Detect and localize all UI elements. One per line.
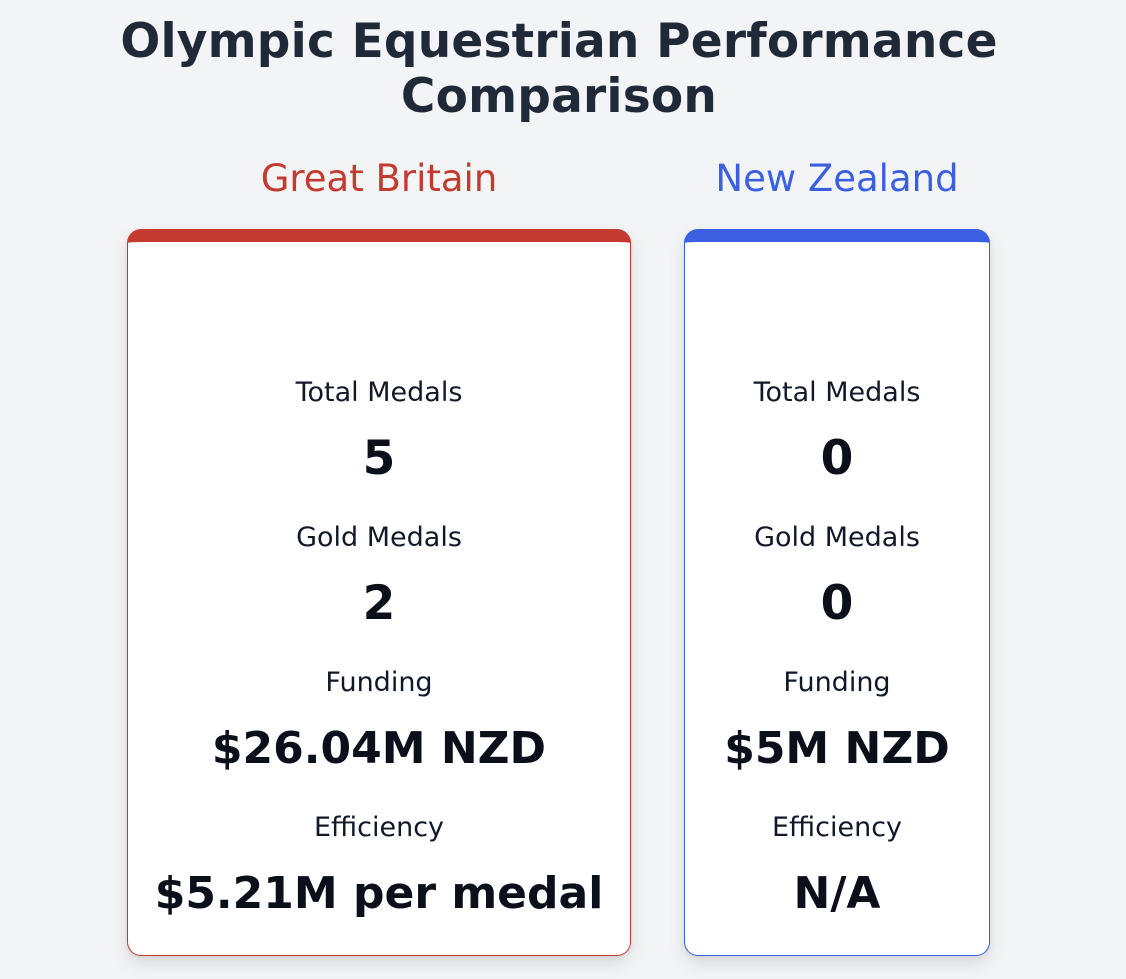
country-column-great-britain: Great Britain Total Medals 5 Gold Medals… bbox=[127, 152, 631, 956]
country-card-new-zealand: Total Medals 0 Gold Medals 0 Funding $5M… bbox=[684, 229, 990, 956]
stats-list: Total Medals 5 Gold Medals 2 Funding $26… bbox=[128, 370, 630, 950]
country-card-great-britain: Total Medals 5 Gold Medals 2 Funding $26… bbox=[127, 229, 631, 956]
total-medals-value: 0 bbox=[820, 431, 854, 486]
funding-label: Funding bbox=[325, 667, 433, 698]
efficiency-value: $5.21M per medal bbox=[154, 868, 604, 919]
gold-medals-label: Gold Medals bbox=[754, 522, 920, 553]
total-medals-value: 5 bbox=[362, 431, 396, 486]
stats-list: Total Medals 0 Gold Medals 0 Funding $5M… bbox=[685, 370, 989, 950]
gold-medals-label: Gold Medals bbox=[296, 522, 462, 553]
country-name-new-zealand: New Zealand bbox=[715, 157, 959, 200]
total-medals-label: Total Medals bbox=[295, 377, 463, 408]
country-name-great-britain: Great Britain bbox=[260, 157, 498, 200]
funding-label: Funding bbox=[783, 667, 891, 698]
gold-medals-value: 2 bbox=[362, 576, 396, 631]
funding-value: $5M NZD bbox=[724, 723, 950, 774]
efficiency-label: Efficiency bbox=[771, 812, 903, 843]
funding-value: $26.04M NZD bbox=[211, 723, 547, 774]
total-medals-label: Total Medals bbox=[753, 377, 921, 408]
country-column-new-zealand: New Zealand Total Medals 0 Gold Medals 0… bbox=[684, 152, 990, 956]
efficiency-value: N/A bbox=[793, 868, 881, 919]
efficiency-label: Efficiency bbox=[313, 812, 445, 843]
gold-medals-value: 0 bbox=[820, 576, 854, 631]
page-title: Olympic Equestrian Performance Compariso… bbox=[120, 14, 998, 124]
